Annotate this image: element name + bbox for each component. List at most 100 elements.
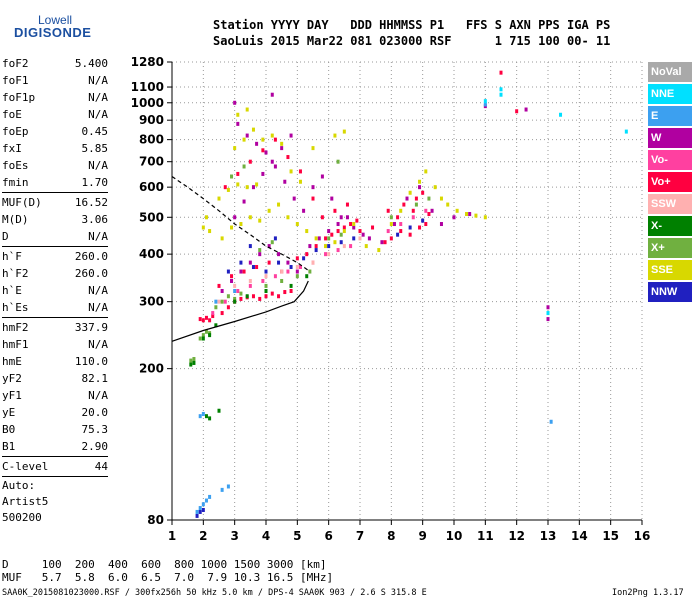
x-tick-label: 13 — [540, 529, 557, 543]
data-point — [408, 225, 412, 230]
header-values: SaoLuis 2015 Mar22 081 023000 RSF 1 715 … — [213, 34, 611, 48]
data-point — [405, 196, 409, 201]
data-point — [226, 269, 230, 274]
param-row: M(D) 3.06 — [2, 211, 108, 228]
legend-item-sse: SSE — [648, 260, 692, 280]
param-row: fxI 5.85 — [2, 140, 108, 157]
param-row: hmE 110.0 — [2, 353, 108, 370]
data-point — [273, 274, 277, 279]
data-point — [283, 179, 287, 184]
data-point — [424, 222, 428, 227]
param-value: 0.45 — [81, 125, 109, 138]
data-point — [421, 218, 425, 223]
data-point — [314, 236, 318, 241]
param-value: 16.52 — [74, 196, 108, 209]
y-tick-label: 200 — [139, 362, 164, 376]
data-point — [342, 229, 346, 234]
muf-row: MUF 5.7 5.8 6.0 6.5 7.0 7.9 10.3 16.5 [M… — [2, 571, 334, 584]
data-point — [242, 137, 246, 142]
data-point — [217, 196, 221, 201]
data-point — [201, 336, 205, 341]
x-tick-label: 11 — [477, 529, 494, 543]
data-point — [499, 87, 503, 92]
x-tick-label: 8 — [387, 529, 395, 543]
param-value: N/A — [88, 284, 108, 297]
artist-label: Artist5 — [2, 495, 49, 508]
data-point — [339, 232, 343, 237]
data-point — [367, 236, 371, 241]
param-value: 75.3 — [81, 423, 109, 436]
data-point — [214, 323, 218, 328]
data-point — [283, 290, 287, 295]
data-point — [242, 164, 246, 169]
data-point — [286, 155, 290, 160]
data-point — [242, 269, 246, 274]
data-point — [298, 265, 302, 270]
x-tick-label: 3 — [230, 529, 238, 543]
param-value: 260.0 — [74, 250, 108, 263]
param-name: foF1 — [2, 74, 29, 87]
data-point — [364, 244, 368, 249]
param-name: hmF2 — [2, 321, 29, 334]
param-row: h`F 260.0 — [2, 248, 108, 265]
y-tick-label: 1280 — [131, 55, 164, 69]
data-point — [295, 274, 299, 279]
data-point — [230, 274, 234, 279]
y-tick-label: 700 — [139, 155, 164, 169]
legend-item-noval: NoVal — [648, 62, 692, 82]
data-point — [414, 202, 418, 207]
data-point — [248, 283, 252, 288]
param-name: fxI — [2, 142, 22, 155]
data-point — [424, 208, 428, 213]
x-tick-label: 14 — [571, 529, 588, 543]
data-point — [421, 190, 425, 195]
data-point — [261, 278, 265, 283]
data-point — [333, 208, 337, 213]
data-point — [418, 179, 422, 184]
data-point — [483, 99, 487, 104]
legend-item-ssw: SSW — [648, 194, 692, 214]
data-point — [402, 202, 406, 207]
data-point — [324, 252, 328, 257]
data-point — [305, 274, 309, 279]
y-tick-label: 900 — [139, 113, 164, 127]
data-point — [345, 202, 349, 207]
data-point — [192, 357, 196, 362]
param-name: hmE — [2, 355, 22, 368]
data-point — [377, 248, 381, 253]
data-point — [433, 185, 437, 190]
data-point — [264, 150, 268, 155]
data-point — [311, 146, 315, 151]
data-point — [465, 212, 469, 217]
data-point — [499, 92, 503, 97]
data-point — [273, 137, 277, 142]
version-label: Ion2Png 1.3.17 — [612, 588, 684, 598]
data-point — [261, 137, 265, 142]
param-name: yF1 — [2, 389, 22, 402]
data-point — [255, 182, 259, 187]
data-point — [280, 141, 284, 146]
data-point — [292, 196, 296, 201]
data-point — [236, 289, 240, 293]
data-point — [267, 208, 271, 213]
data-point — [327, 229, 331, 234]
data-point — [239, 291, 243, 296]
data-point — [515, 109, 519, 114]
legend-item-vo-plus: Vo+ — [648, 172, 692, 192]
data-point — [245, 185, 249, 190]
data-point — [226, 294, 230, 299]
param-name: foEp — [2, 125, 29, 138]
profile-solid — [171, 280, 309, 342]
data-point — [189, 358, 193, 363]
y-tick-label: 400 — [139, 247, 164, 261]
y-tick-label: 500 — [139, 210, 164, 224]
param-name: yE — [2, 406, 16, 419]
param-name: B1 — [2, 440, 16, 453]
data-point — [251, 185, 255, 190]
data-point — [233, 283, 237, 288]
data-point — [314, 248, 318, 253]
data-point — [342, 129, 346, 134]
data-point — [320, 215, 324, 220]
data-point — [201, 507, 205, 512]
data-point — [245, 107, 249, 112]
